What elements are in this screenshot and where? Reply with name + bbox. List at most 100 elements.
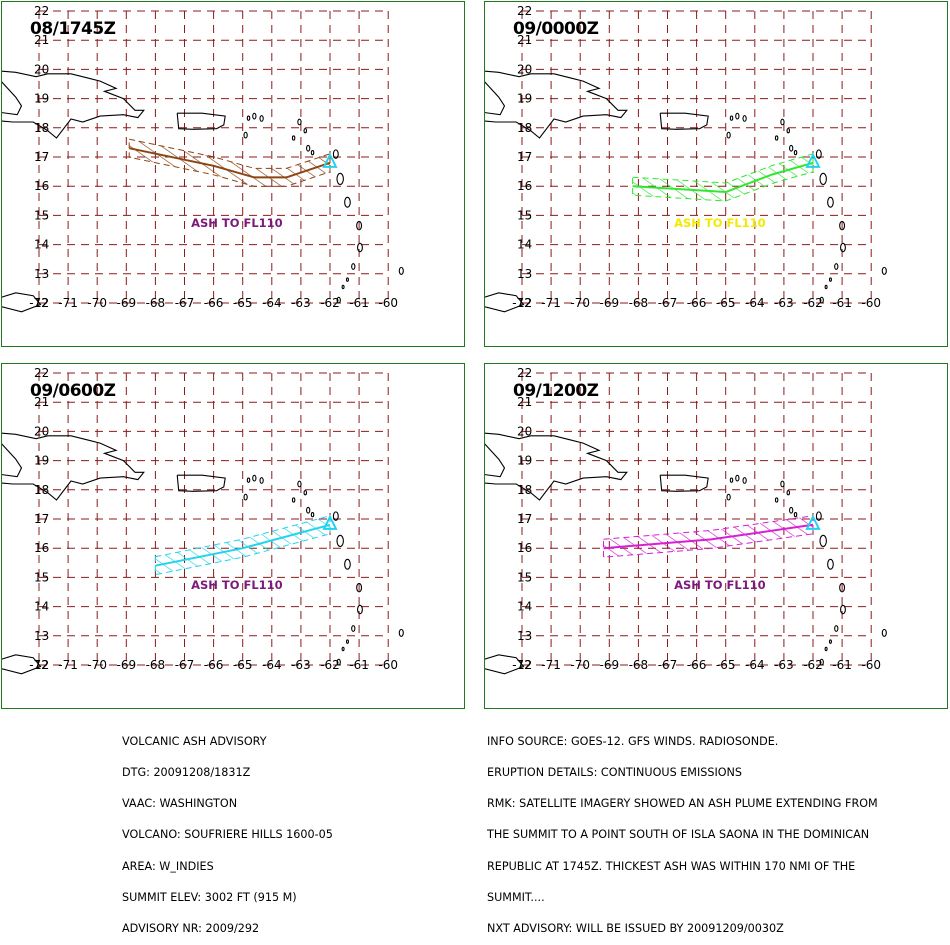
lon-label: -65: [233, 658, 253, 672]
coastline: [176, 112, 226, 130]
island: [780, 118, 785, 126]
coastline: [2, 292, 42, 313]
island: [828, 639, 832, 644]
island: [252, 474, 257, 482]
island: [742, 115, 747, 122]
island: [252, 112, 257, 120]
lat-label: 16: [517, 541, 532, 555]
island: [824, 284, 828, 290]
island: [243, 131, 248, 139]
lon-label: -65: [716, 658, 736, 672]
advisory-details-block: INFO SOURCE: GOES-12. GFS WINDS. RADIOSO…: [487, 716, 878, 945]
advisory-line: THE SUMMIT TO A POINT SOUTH OF ISLA SAON…: [487, 828, 870, 842]
island: [819, 658, 824, 666]
lon-label: -63: [291, 658, 311, 672]
lat-label: 18: [517, 483, 532, 497]
island: [834, 263, 839, 270]
lat-label: 14: [517, 600, 532, 614]
coastline: [2, 70, 145, 139]
lon-label: -64: [262, 296, 282, 310]
coastline: [485, 432, 628, 501]
lat-label: 22: [517, 366, 532, 380]
volcano-icon: [805, 152, 821, 168]
lon-label: -71: [541, 296, 561, 310]
lon-label: -61: [349, 658, 369, 672]
island: [774, 497, 779, 503]
island: [332, 511, 339, 521]
forecast-panel-3: 22 21 20 19 18 17 16 15 14 13 12 -72 -71 -70 -69 -68 -67…: [1, 363, 465, 709]
lat-label: 16: [34, 179, 49, 193]
island: [306, 506, 311, 514]
grid-lines: [521, 10, 872, 304]
island: [351, 263, 356, 270]
island: [291, 497, 296, 503]
lon-label: -70: [570, 658, 590, 672]
panel-time-label: 09/0600Z: [30, 381, 116, 401]
lon-label: -64: [745, 296, 765, 310]
coastline: [2, 432, 145, 501]
island: [735, 112, 740, 120]
lon-label: -62: [803, 296, 823, 310]
lat-label: 18: [34, 483, 49, 497]
island: [344, 196, 351, 208]
lon-label: -68: [146, 658, 166, 672]
advisory-line: SUMMIT....: [487, 890, 545, 904]
lon-label: -66: [204, 658, 224, 672]
island: [398, 628, 404, 637]
lat-label: 13: [517, 629, 532, 643]
island: [336, 534, 344, 548]
lon-label: -72: [29, 296, 49, 310]
lon-label: -60: [861, 296, 881, 310]
lon-label: -72: [29, 658, 49, 672]
island: [789, 506, 794, 514]
lon-label: -68: [629, 296, 649, 310]
advisory-line: AREA: W_INDIES: [122, 859, 214, 873]
island: [786, 128, 791, 134]
forecast-panel-2: 22 21 20 19 18 17 16 15 14 13 12 -72 -71 -70 -69 -68 -67…: [484, 1, 948, 347]
lat-label: 13: [34, 629, 49, 643]
island: [726, 493, 731, 501]
lat-label: 19: [517, 454, 532, 468]
lat-label: 14: [517, 238, 532, 252]
lon-label: -64: [745, 658, 765, 672]
lon-label: -61: [832, 296, 852, 310]
lat-label: 16: [517, 179, 532, 193]
ash-level-label: ASH TO FL110: [674, 216, 766, 230]
advisory-line: VOLCANO: SOUFRIERE HILLS 1600-05: [122, 828, 333, 842]
lon-label: -69: [599, 658, 619, 672]
coastline: [485, 654, 525, 675]
lat-label: 21: [517, 33, 532, 47]
lon-label: -60: [378, 296, 398, 310]
lat-label: 19: [34, 454, 49, 468]
island: [341, 284, 345, 290]
island: [793, 149, 798, 156]
lat-label: 19: [34, 92, 49, 106]
advisory-line: VAAC: WASHINGTON: [122, 797, 238, 811]
lon-label: -62: [803, 658, 823, 672]
advisory-line: ADVISORY NR: 2009/292: [122, 922, 260, 936]
island: [303, 128, 308, 134]
lat-label: 20: [34, 62, 49, 76]
lon-label: -68: [629, 658, 649, 672]
island: [827, 196, 834, 208]
island: [356, 220, 363, 231]
lon-label: -70: [570, 296, 590, 310]
grid-labels: 22 21 20 19 18 17 16 15 14 13 12-72 -71 -70 -69 -68 -67…: [29, 366, 398, 672]
lon-label: -67: [658, 296, 678, 310]
ash-plume: [128, 138, 331, 187]
lat-label: 15: [517, 570, 532, 584]
coastline: [659, 474, 709, 492]
island: [815, 149, 822, 159]
map-panel-4: 22 21 20 19 18 17 16 15 14 13 12-72 -71 -70 -69 -68 -67…: [485, 366, 887, 675]
coastlines: [2, 432, 404, 675]
island: [345, 277, 349, 282]
lon-label: -67: [175, 296, 195, 310]
lon-label: -65: [716, 296, 736, 310]
grid-lines: [38, 10, 389, 304]
island: [398, 266, 404, 275]
ash-level-label: ASH TO FL110: [191, 578, 283, 592]
island: [819, 172, 827, 186]
grid-labels: 22 21 20 19 18 17 16 15 14 13 12-72 -71 -70 -69 -68 -67…: [512, 366, 881, 672]
lat-label: 21: [517, 395, 532, 409]
lat-label: 15: [34, 570, 49, 584]
